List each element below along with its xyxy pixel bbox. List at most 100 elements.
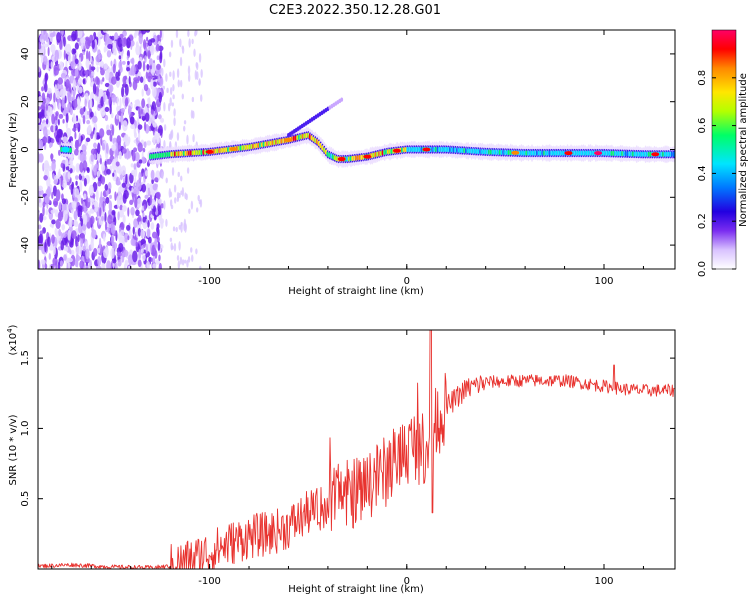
spectrogram-noise-cell (173, 184, 177, 193)
spectrogram-noise-cell (181, 45, 184, 50)
spectrogram-noise-cell (100, 164, 106, 172)
spectrogram-noise-cell (116, 251, 122, 257)
spectrogram-noise-cell (59, 61, 64, 71)
spectrogram-noise-cell (166, 87, 169, 94)
spectrogram-noise-cell (169, 130, 173, 141)
spectrogram-noise-cell (103, 46, 107, 53)
spectrogram-noise-cell (100, 135, 103, 146)
spectrogram-noise-cell (38, 118, 41, 124)
spectrogram-noise-cell (121, 205, 127, 212)
spectrogram-noise-cell (54, 227, 58, 236)
spectrogram-noise-cell (45, 97, 50, 104)
spectrogram-noise-cell (50, 263, 55, 269)
spectrogram-noise-cell (40, 259, 46, 265)
spectrogram-noise-cell (72, 48, 77, 54)
spectrogram-noise-cell (154, 250, 158, 259)
spectrogram-noise-cell (162, 85, 166, 90)
spectrogram-noise-cell (42, 205, 45, 217)
spectrogram-noise-cell (184, 223, 187, 231)
spectrogram-noise-cell (42, 136, 48, 144)
spectrogram-noise-cell (132, 250, 138, 263)
spectrogram-noise-cell (101, 142, 106, 151)
spectrogram-noise-cell (65, 79, 70, 88)
spectrogram-noise-cell (165, 177, 168, 184)
spectrogram-noise-cell (130, 124, 136, 130)
spectrogram-noise-cell (123, 263, 127, 269)
spectrogram-noise-cell (184, 259, 187, 264)
spectrogram-noise-cell (63, 36, 66, 47)
spectrogram-noise-cell (93, 153, 97, 160)
spectrogram-noise-cell (85, 58, 90, 69)
spectrogram-noise-cell (141, 254, 146, 262)
spectrogram-noise-cell (58, 168, 61, 178)
spectrogram-noise-cell (195, 30, 198, 36)
spectrogram-noise-cell (122, 147, 127, 154)
x-tick-label: 0 (404, 276, 410, 287)
y-tick-label: 1.5 (20, 350, 31, 366)
spectrogram-noise-cell (127, 60, 130, 65)
spectrogram-noise-cell (169, 87, 173, 96)
spectrogram-hot-spot (284, 137, 293, 142)
spectrogram-noise-cell (141, 88, 144, 97)
spectrogram-noise-cell (53, 123, 56, 134)
spectrogram-noise-cell (127, 105, 131, 116)
spectrogram-noise-cell (94, 129, 97, 141)
spectrogram-noise-cell (143, 141, 147, 149)
spectrogram-noise-cell (75, 180, 78, 186)
spectrogram-noise-cell (78, 56, 81, 68)
spectrogram-noise-cell (106, 168, 111, 175)
spectrogram-noise-cell (110, 60, 113, 67)
spectrogram-noise-cell (38, 259, 41, 269)
spectrogram-noise-cell (121, 182, 127, 188)
spectrogram-noise-cell (112, 172, 115, 177)
spectrogram-noise-cell (54, 209, 59, 218)
spectrogram-noise-cell (85, 248, 90, 260)
spectrogram-noise-cell (54, 55, 57, 63)
spectrogram-noise-cell (140, 43, 143, 48)
spectrogram-noise-cell (163, 124, 167, 131)
spectrogram-noise-cell (104, 211, 107, 223)
spectrogram-noise-cell (65, 43, 72, 55)
y-tick-label: 0 (20, 146, 31, 152)
spectrogram-noise-cell (181, 93, 184, 100)
spectrogram-noise-cell (121, 252, 125, 263)
spectrogram-noise-cell (199, 265, 202, 269)
spectrogram-noise-cell (145, 170, 148, 177)
spectrogram-noise-cell (83, 205, 87, 214)
spectrogram-noise-cell (50, 209, 55, 214)
spectrogram-noise-cell (51, 219, 56, 225)
spectrogram-noise-cell (145, 243, 148, 254)
spectrogram-noise-cell (141, 183, 147, 193)
spectrogram-noise-cell (176, 68, 180, 79)
spectrogram-noise-cell (81, 144, 87, 152)
spectrogram-noise-cell (197, 194, 200, 202)
spectrogram-noise-cell (118, 209, 124, 218)
spectrogram-hot-spot (422, 147, 431, 152)
spectrogram-noise-cell (54, 83, 58, 94)
spectrogram-noise-cell (118, 151, 122, 160)
spectrogram-noise-cell (142, 60, 146, 72)
spectrogram-noise-cell (42, 42, 45, 55)
spectrogram-noise-cell (121, 37, 127, 47)
spectrogram-noise-cell (131, 150, 136, 162)
spectrogram-noise-cell (74, 67, 79, 78)
spectrogram-noise-cell (146, 228, 151, 238)
spectrogram-noise-cell (200, 69, 203, 78)
spectrogram-noise-cell (99, 90, 104, 97)
spectrogram-noise-cell (57, 77, 64, 85)
spectrogram-noise-cell (63, 49, 66, 60)
spectrogram-noise-cell (53, 179, 58, 185)
spectrogram-noise-cell (151, 178, 154, 185)
spectrogram-noise-cell (112, 258, 117, 264)
spectrogram-noise-cell (171, 102, 175, 107)
spectrogram-noise-cell (172, 94, 175, 100)
spectrogram-noise-cell (39, 212, 44, 223)
spectrogram-noise-cell (115, 180, 121, 186)
spectrogram-noise-cell (108, 95, 111, 106)
spectrogram-noise-cell (86, 119, 91, 125)
spectrogram-noise-cell (129, 199, 134, 206)
spectrogram-noise-cell (106, 124, 110, 131)
spectrogram-noise-cell (146, 260, 151, 269)
spectrogram-noise-cell (79, 107, 85, 115)
spectrogram-noise-cell (116, 115, 120, 120)
